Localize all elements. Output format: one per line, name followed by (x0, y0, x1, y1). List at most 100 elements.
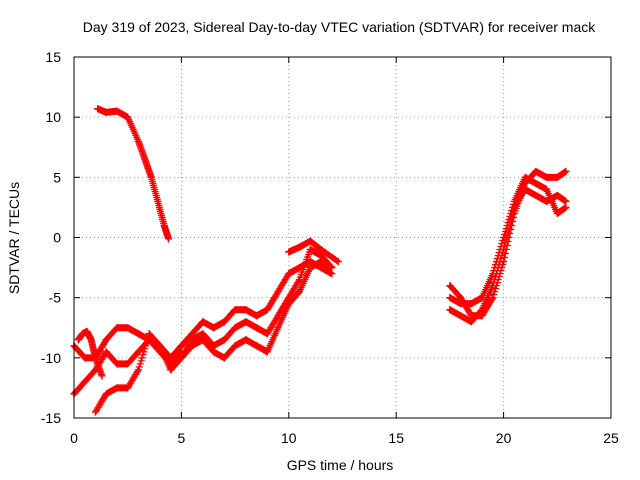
data-point (285, 300, 293, 308)
data-point (145, 330, 153, 338)
data-point (231, 324, 239, 332)
data-point (242, 336, 250, 344)
data-point (231, 306, 239, 314)
data-point (274, 324, 282, 332)
plot-frame (73, 56, 612, 419)
data-point (521, 173, 529, 181)
data-point (478, 306, 486, 314)
data-point (306, 264, 314, 272)
data-point (160, 221, 168, 229)
x-tick-label: 25 (603, 430, 619, 446)
data-point (177, 354, 185, 362)
data-point (446, 282, 454, 290)
data-point (242, 318, 250, 326)
data-point (285, 248, 293, 256)
data-point (87, 336, 95, 344)
data-point (188, 330, 196, 338)
data-point (317, 252, 325, 260)
data-point (457, 294, 465, 302)
data-point (220, 336, 228, 344)
data-point (134, 366, 142, 374)
y-tick-label: -5 (49, 290, 62, 306)
data-point (91, 408, 99, 416)
data-point (124, 113, 132, 121)
data-point (98, 372, 106, 380)
data-point (81, 378, 89, 386)
y-tick-label: -10 (41, 350, 61, 366)
x-tick-label: 15 (388, 430, 404, 446)
data-point (467, 318, 475, 326)
x-axis-label: GPS time / hours (287, 457, 394, 473)
data-point (553, 191, 561, 199)
data-point (113, 360, 121, 368)
data-point (285, 270, 293, 278)
y-tick-label: -15 (41, 410, 61, 426)
data-point (102, 348, 110, 356)
data-point (457, 300, 465, 308)
data-point (177, 342, 185, 350)
series-track-11 (446, 185, 570, 326)
data-point (446, 306, 454, 314)
data-point (220, 318, 228, 326)
data-point (543, 185, 551, 193)
data-point (532, 191, 540, 199)
data-point (532, 179, 540, 187)
data-point (113, 384, 121, 392)
axes: 0 5 10 15 20 25 -15 -10 -5 0 5 10 15 (41, 49, 619, 446)
data-point (102, 336, 110, 344)
data-point (328, 270, 336, 278)
data-point (220, 354, 228, 362)
series-track-12 (446, 173, 570, 308)
data-point (113, 107, 121, 115)
data-point (147, 173, 155, 181)
data-point (94, 105, 102, 113)
data-point (489, 270, 497, 278)
data-point (79, 330, 87, 338)
data-point (188, 342, 196, 350)
y-tick-label: 10 (45, 109, 61, 125)
data-point (328, 264, 336, 272)
data-markers (94, 105, 173, 243)
data-point (83, 327, 91, 335)
data-point (199, 318, 207, 326)
data-point (317, 264, 325, 272)
series-track-9 (285, 237, 342, 266)
data-markers (446, 167, 570, 320)
data-point (124, 384, 132, 392)
data-point (134, 137, 142, 145)
data-point (253, 324, 261, 332)
y-tick-label: 0 (53, 230, 61, 246)
data-point (263, 330, 271, 338)
data-point (188, 336, 196, 344)
data-point (124, 324, 132, 332)
data-point (210, 348, 218, 356)
data-point (210, 324, 218, 332)
data-point (457, 312, 465, 320)
data-point (296, 288, 304, 296)
data-point (532, 167, 540, 175)
data-point (543, 173, 551, 181)
data-point (317, 258, 325, 266)
data-point (253, 312, 261, 320)
data-point (74, 336, 82, 344)
y-axis-label: SDTVAR / TECUs (6, 182, 22, 294)
data-point (167, 366, 175, 374)
data-point (253, 342, 261, 350)
data-point (263, 306, 271, 314)
data-point (500, 234, 508, 241)
x-tick-label: 0 (70, 430, 78, 446)
data-point (306, 237, 314, 245)
data-point (102, 108, 110, 116)
data-point (165, 235, 173, 243)
data-point (242, 306, 250, 314)
data-point (553, 209, 561, 217)
data-point (467, 300, 475, 308)
data-point (553, 173, 561, 181)
data-point (317, 246, 325, 254)
data-point (141, 155, 149, 163)
data-point (124, 360, 132, 368)
data-point (562, 167, 570, 175)
x-tick-label: 5 (178, 430, 186, 446)
data-point (113, 324, 121, 332)
